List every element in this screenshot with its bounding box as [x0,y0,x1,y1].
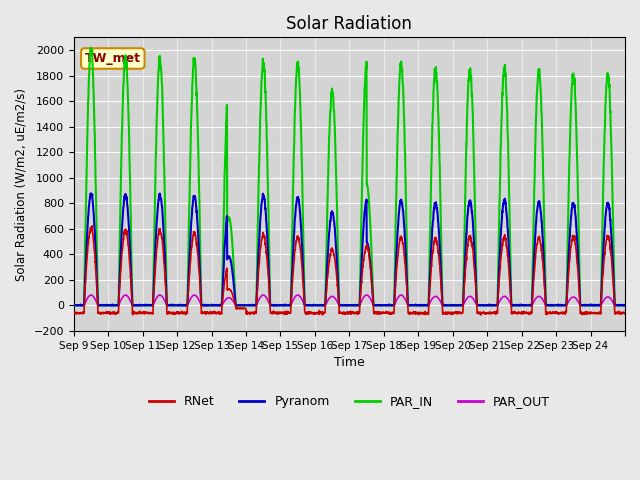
Text: TW_met: TW_met [85,52,141,65]
Legend: RNet, Pyranom, PAR_IN, PAR_OUT: RNet, Pyranom, PAR_IN, PAR_OUT [144,390,555,413]
Title: Solar Radiation: Solar Radiation [287,15,412,33]
X-axis label: Time: Time [334,356,365,369]
Y-axis label: Solar Radiation (W/m2, uE/m2/s): Solar Radiation (W/m2, uE/m2/s) [15,87,28,281]
